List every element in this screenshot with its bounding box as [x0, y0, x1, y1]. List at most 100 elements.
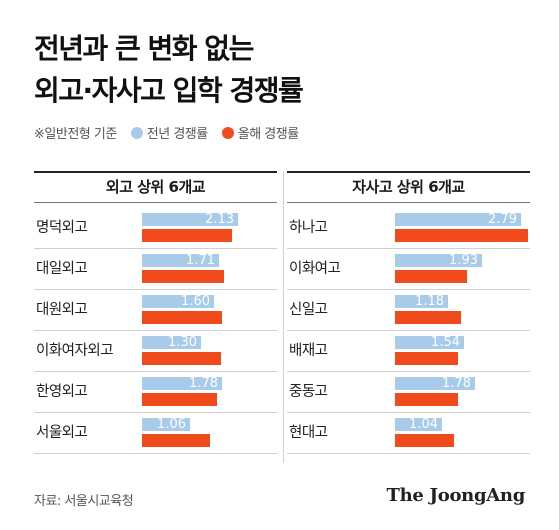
- row-divider: [287, 248, 530, 249]
- prev-year-bar: [142, 336, 201, 349]
- bar-row: 현대고 1.04 1.32: [287, 413, 530, 454]
- row-divider: [34, 289, 277, 290]
- prev-year-bar: [142, 213, 238, 226]
- prev-year-bar: [142, 254, 219, 267]
- current-year-bar: [395, 352, 458, 365]
- category-label: 서울외고: [36, 425, 88, 441]
- legend-prev-label: 전년 경쟁률: [146, 127, 208, 142]
- current-year-bar: [395, 393, 458, 406]
- category-label: 하나고: [289, 220, 328, 236]
- category-label: 대원외고: [36, 302, 88, 318]
- current-year-value-label: 1.76: [184, 351, 217, 366]
- category-label: 이화여고: [289, 261, 341, 277]
- category-label: 이화여자외고: [36, 343, 114, 359]
- title-line-1: 전년과 큰 변화 없는: [34, 32, 254, 65]
- prev-year-bar: [395, 418, 442, 431]
- bar-row: 이화여자외고 1.30 1.76: [34, 331, 277, 372]
- row-divider: [287, 412, 530, 413]
- bar-row: 서울외고 1.06 1.51: [34, 413, 277, 454]
- category-label: 배재고: [289, 343, 328, 359]
- prev-year-value-label: 1.78: [442, 376, 471, 391]
- panel-foreign-language-high: 외고 상위 6개교 명덕외고 2.13 1.99 대일외고 1.71 1.83 대원외고 1.…: [34, 171, 277, 463]
- category-label: 대일외고: [36, 261, 88, 277]
- current-year-bar: [142, 270, 224, 283]
- row-divider: [34, 412, 277, 413]
- bar-row: 이화여고 1.93 1.59: [287, 249, 530, 290]
- title-line-2: 외고·자사고 입학 경쟁률: [34, 74, 304, 107]
- prev-year-value-label: 1.06: [157, 417, 186, 432]
- prev-year-value-label: 2.13: [205, 212, 234, 227]
- bar-row: 한영외고 1.78 1.67: [34, 372, 277, 413]
- bar-row: 대일외고 1.71 1.83: [34, 249, 277, 290]
- current-year-value-label: 1.32: [417, 433, 450, 448]
- current-year-bar: [142, 352, 221, 365]
- prev-year-value-label: 1.18: [415, 294, 444, 309]
- row-divider: [34, 248, 277, 249]
- bar-row: 명덕외고 2.13 1.99: [34, 208, 277, 249]
- prev-year-value-label: 1.93: [449, 253, 478, 268]
- legend-note: ※일반전형 기준: [34, 127, 117, 142]
- current-year-bar: [395, 270, 467, 283]
- prev-year-bar: [142, 418, 190, 431]
- bar-row: 중동고 1.78 1.40: [287, 372, 530, 413]
- current-year-bar: [142, 393, 217, 406]
- legend: ※일반전형 기준 전년 경쟁률 올해 경쟁률: [34, 123, 299, 142]
- brand-logo: The JoongAng: [386, 485, 526, 506]
- legend-curr-label: 올해 경쟁률: [237, 127, 299, 142]
- current-year-bar: [395, 434, 454, 447]
- current-year-bar: [395, 311, 461, 324]
- category-label: 한영외고: [36, 384, 88, 400]
- prev-year-value-label: 1.04: [409, 417, 438, 432]
- current-year-value-label: 1.40: [421, 392, 454, 407]
- prev-year-value-label: 1.54: [431, 335, 460, 350]
- row-divider: [287, 371, 530, 372]
- panel-title: 외고 상위 6개교: [34, 171, 277, 203]
- current-year-bar: [142, 311, 222, 324]
- panel-title: 자사고 상위 6개교: [287, 171, 530, 203]
- source-note: 자료: 서울시교육청: [34, 494, 134, 509]
- prev-year-bar: [395, 336, 464, 349]
- prev-year-value-label: 1.71: [186, 253, 215, 268]
- legend-curr-swatch: [221, 126, 234, 139]
- prev-year-bar: [395, 213, 521, 226]
- current-year-value-label: 1.59: [430, 269, 463, 284]
- bar-row: 배재고 1.54 1.41: [287, 331, 530, 372]
- legend-prev-swatch: [130, 126, 143, 139]
- current-year-value-label: 1.46: [424, 310, 457, 325]
- row-divider: [287, 453, 530, 454]
- row-divider: [287, 289, 530, 290]
- panel-autonomous-private-high: 자사고 상위 6개교 하나고 2.79 2.96 이화여고 1.93 1.59 신일고 1.1…: [287, 171, 530, 463]
- current-year-value-label: 1.78: [185, 310, 218, 325]
- prev-year-bar: [142, 295, 214, 308]
- prev-year-value-label: 1.30: [168, 335, 197, 350]
- row-divider: [34, 453, 277, 454]
- bar-row: 하나고 2.79 2.96: [287, 208, 530, 249]
- prev-year-value-label: 2.79: [488, 212, 517, 227]
- current-year-value-label: 1.83: [187, 269, 220, 284]
- prev-year-bar: [395, 377, 475, 390]
- current-year-value-label: 1.99: [195, 228, 228, 243]
- row-divider: [287, 330, 530, 331]
- prev-year-value-label: 1.60: [181, 294, 210, 309]
- category-label: 중동고: [289, 384, 328, 400]
- prev-year-bar: [142, 377, 222, 390]
- row-divider: [34, 371, 277, 372]
- category-label: 현대고: [289, 425, 328, 441]
- current-year-bar: [142, 434, 210, 447]
- prev-year-value-label: 1.78: [189, 376, 218, 391]
- current-year-bar: [395, 229, 528, 242]
- current-year-value-label: 1.67: [180, 392, 213, 407]
- row-divider: [34, 330, 277, 331]
- current-year-bar: [142, 229, 232, 242]
- category-label: 신일고: [289, 302, 328, 318]
- current-year-value-label: 1.41: [421, 351, 454, 366]
- bar-row: 대원외고 1.60 1.78: [34, 290, 277, 331]
- panel-divider: [283, 171, 284, 463]
- prev-year-bar: [395, 254, 482, 267]
- current-year-value-label: 2.96: [491, 228, 524, 243]
- prev-year-bar: [395, 295, 448, 308]
- category-label: 명덕외고: [36, 220, 88, 236]
- bar-row: 신일고 1.18 1.46: [287, 290, 530, 331]
- current-year-value-label: 1.51: [173, 433, 206, 448]
